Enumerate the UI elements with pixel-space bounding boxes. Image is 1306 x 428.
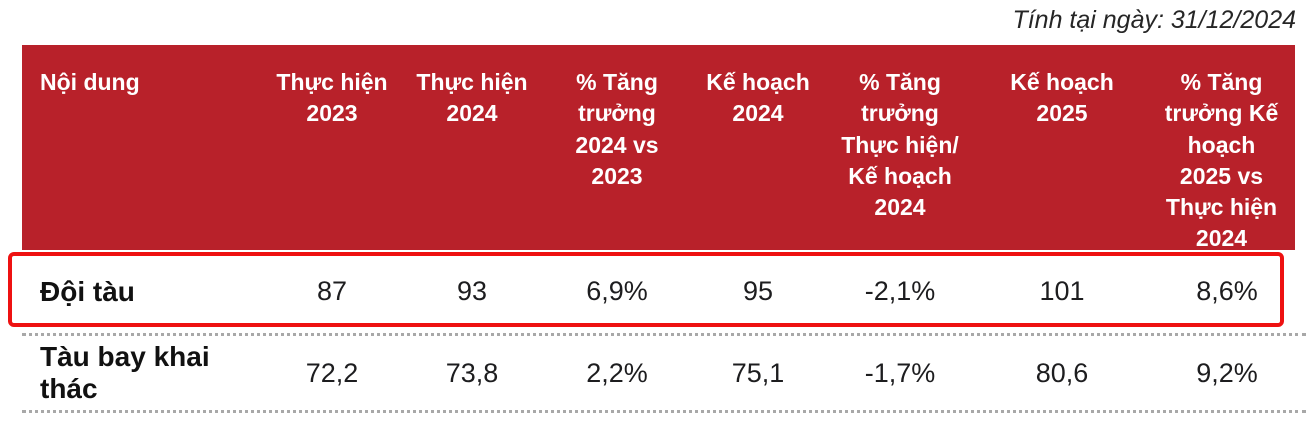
fleet-table: Nội dung Thực hiện 2023 Thực hiện 2024 % Tă… [8,45,1306,413]
cell-value: 73,8 [445,357,499,388]
table-row: Đội tàu 87 93 6,9% 95 -2,1% 101 8,6% [8,250,1306,336]
cell-value: -2,1% [864,276,936,306]
row-label: Tàu bay khai thác [40,341,210,404]
as-of-date-note: Tính tại ngày: 31/12/2024 [1012,6,1296,34]
table-row: Tàu bay khai thác 72,2 73,8 2,2% 75,1 -1,7% 80… [22,336,1306,413]
column-header: Thực hiện 2024 [416,69,528,127]
cell-value: 6,9% [586,276,648,306]
table-header-row: Nội dung Thực hiện 2023 Thực hiện 2024 % Tă… [22,45,1295,251]
cell-value: 2,2% [586,357,648,388]
cell-value: 80,6 [1035,357,1089,388]
row-label: Đội tàu [40,275,135,307]
cell-value: 8,6% [1196,276,1258,306]
cell-value: 75,1 [731,357,785,388]
column-header: Kế hoạch 2025 [1010,69,1114,127]
fleet-report-table-page: Tính tại ngày: 31/12/2024 Nội dung Thực h… [8,6,1306,413]
column-header: Nội dung [40,69,140,95]
column-header: % Tăng trưởng Thực hiện/ Kế hoạch 2024 [841,69,959,221]
column-header: Kế hoạch 2024 [706,69,810,127]
cell-value: -1,7% [864,357,936,388]
table-body: Đội tàu 87 93 6,9% 95 -2,1% 101 8,6% Tàu bay kha… [8,250,1306,413]
column-header: % Tăng trưởng 2024 vs 2023 [575,69,659,189]
cell-value: 101 [1039,276,1085,306]
column-header: % Tăng trưởng Kế hoạch 2025 vs Thực hiện… [1164,69,1279,252]
cell-value: 87 [316,276,348,306]
cell-value: 72,2 [305,357,359,388]
column-header: Thực hiện 2023 [276,69,388,127]
cell-value: 95 [742,276,774,306]
cell-value: 9,2% [1196,357,1258,388]
cell-value: 93 [456,276,488,306]
